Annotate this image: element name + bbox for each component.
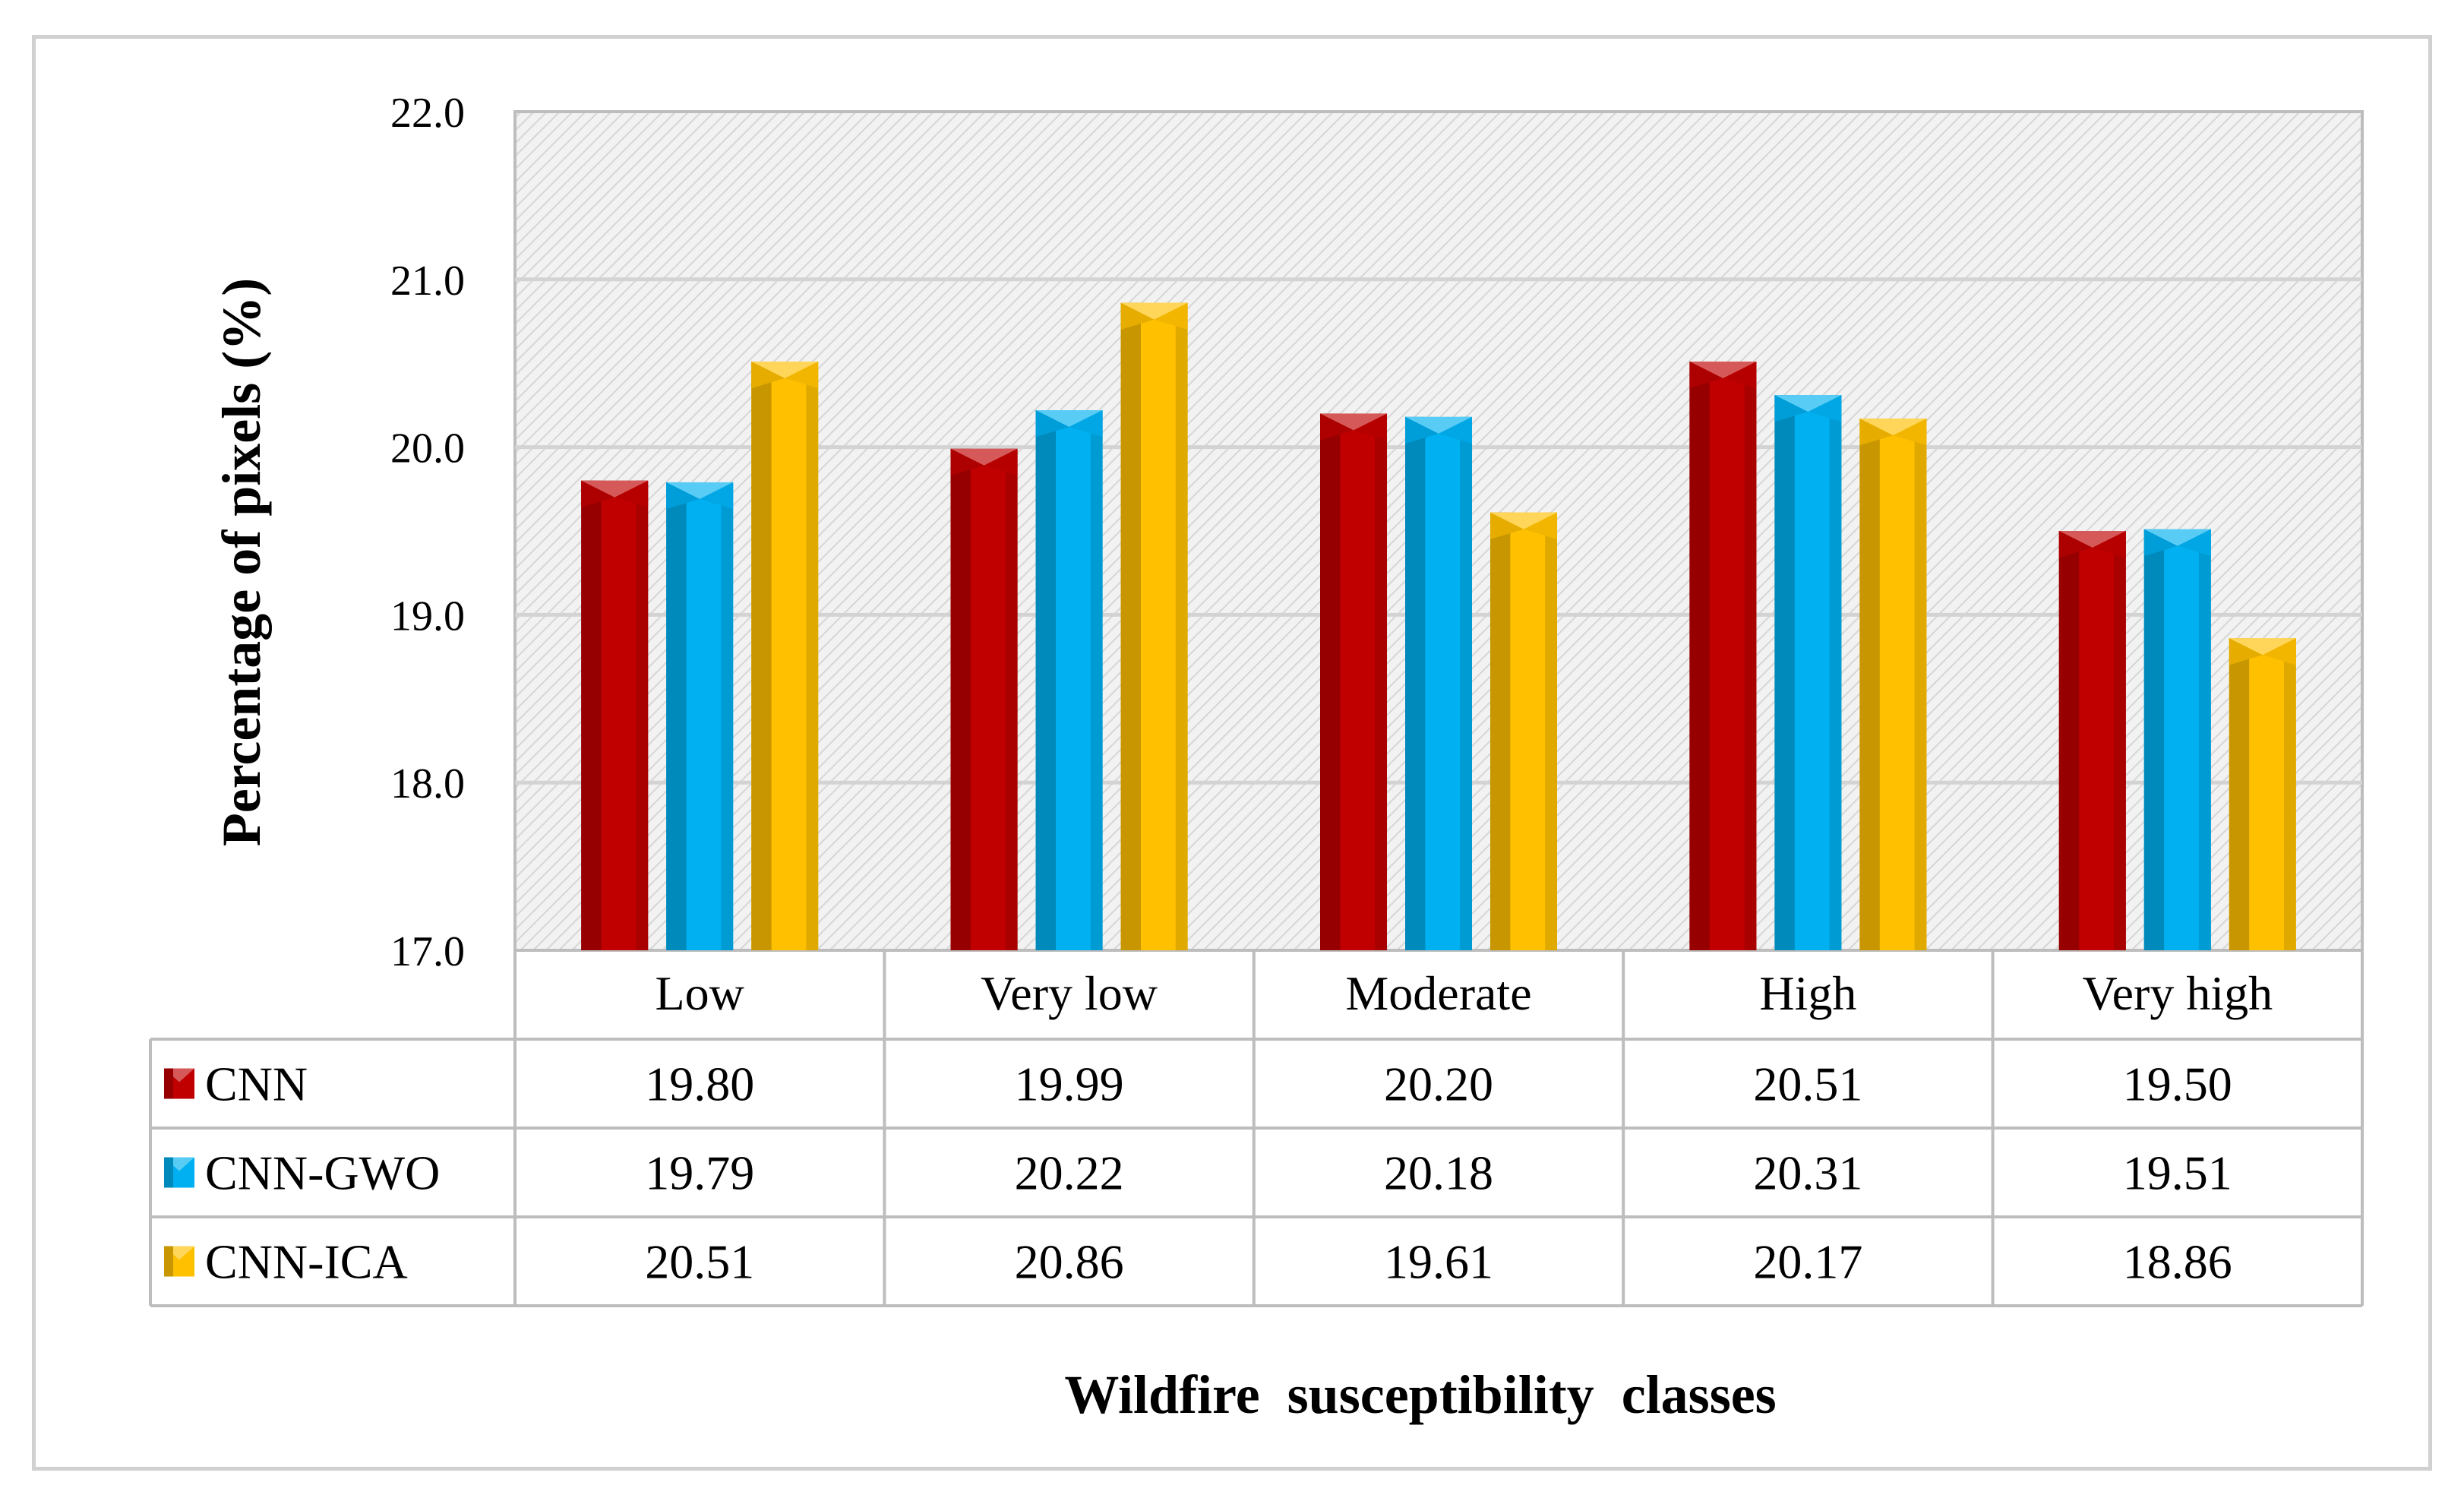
y-tick-label: 22.0: [390, 90, 465, 137]
x-tick-label: Very high: [2082, 966, 2273, 1020]
bar-cnn-gwo-high: [1774, 395, 1842, 950]
bar-cnn-moderate: [1320, 413, 1387, 950]
bar-cnn-gwo-low: [666, 482, 734, 950]
bar-cnn-gwo-very-high: [2143, 529, 2211, 950]
table-cell-value: 20.17: [1753, 1235, 1862, 1289]
table-cell-value: 19.79: [645, 1146, 754, 1200]
table-cell-value: 19.51: [2123, 1146, 2232, 1200]
bar-cnn-ica-moderate: [1490, 512, 1557, 950]
y-tick-label: 17.0: [390, 928, 465, 975]
y-axis-label: Percentage of pixels (%): [211, 278, 272, 846]
y-tick-label: 18.0: [390, 760, 465, 807]
table-cell-value: 19.61: [1384, 1235, 1493, 1289]
table-cell-value: 18.86: [2123, 1235, 2232, 1289]
table-cell-value: 19.99: [1015, 1057, 1124, 1111]
legend-key-cnn: [164, 1068, 194, 1099]
x-axis-label: Wildfire susceptibility classes: [1064, 1364, 1776, 1425]
legend-label: CNN: [205, 1057, 308, 1111]
table-cell-value: 19.50: [2123, 1057, 2232, 1111]
bar-cnn-ica-very-low: [1120, 302, 1188, 950]
table-cell-value: 20.86: [1015, 1235, 1124, 1289]
y-tick-label: 19.0: [390, 592, 465, 640]
y-axis-ticks: 17.0 18.0 19.0 20.0 21.0 22.0: [390, 90, 465, 975]
bar-cnn-ica-low: [751, 361, 819, 950]
bar-cnn-high: [1689, 361, 1757, 950]
bar-cnn-very-high: [2058, 531, 2126, 950]
y-tick-label: 21.0: [390, 258, 465, 305]
bar-cnn-gwo-very-low: [1035, 410, 1103, 950]
table-cell-value: 20.51: [645, 1235, 754, 1289]
x-tick-label: High: [1759, 966, 1856, 1020]
y-tick-label: 20.0: [390, 425, 465, 472]
data-table: Low Very low Moderate High Very high CNN 19.80…: [149, 950, 2364, 1307]
bar-cnn-very-low: [950, 448, 1018, 950]
table-cell-value: 19.80: [645, 1057, 754, 1111]
table-cell-value: 20.51: [1753, 1057, 1862, 1111]
legend-key-cnn-ica: [164, 1246, 194, 1277]
legend-label: CNN-ICA: [205, 1235, 408, 1289]
legend-label: CNN-GWO: [205, 1146, 440, 1200]
table-cell-value: 20.20: [1384, 1057, 1493, 1111]
table-cell-value: 20.18: [1384, 1146, 1493, 1200]
bar-cnn-gwo-moderate: [1405, 416, 1472, 950]
bar-cnn-low: [581, 480, 649, 950]
x-tick-label: Moderate: [1345, 966, 1531, 1020]
bar-cnn-ica-very-high: [2229, 638, 2296, 950]
table-cell-value: 20.22: [1015, 1146, 1124, 1200]
x-tick-label: Very low: [981, 966, 1158, 1020]
table-cell-value: 20.31: [1753, 1146, 1862, 1200]
bars: [581, 302, 2296, 950]
bar-cnn-ica-high: [1859, 419, 1927, 950]
legend-key-cnn-gwo: [164, 1157, 194, 1188]
x-tick-label: Low: [655, 966, 744, 1020]
